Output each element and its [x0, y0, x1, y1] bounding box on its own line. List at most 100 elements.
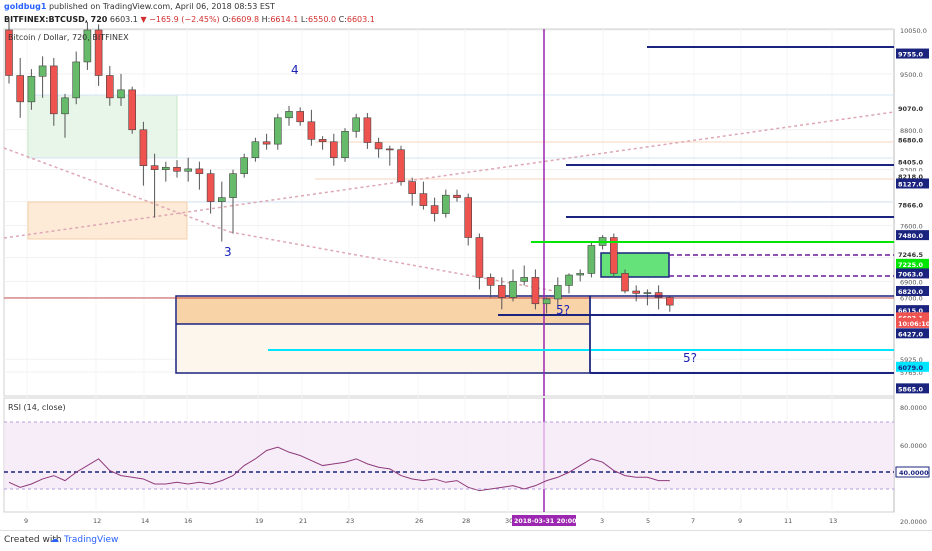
- price-tag-bg: [896, 230, 929, 241]
- wave-label-5q-b: 5?: [683, 351, 697, 365]
- price-tag-bg: [896, 178, 929, 189]
- created-with-label: Created with: [4, 535, 62, 545]
- candle-down: [475, 237, 484, 278]
- chart-canvas[interactable]: 4 3 5? 5? Bitcoin / Dollar, 720, BITFINE…: [0, 0, 932, 530]
- time-tick-label: 9: [738, 517, 742, 525]
- rsi-title: RSI (14, close): [8, 403, 66, 412]
- price-tag-bg: [896, 312, 929, 323]
- rsi-value-label: 40.0000: [899, 469, 929, 477]
- candle-down: [307, 121, 316, 140]
- wave-label-5q-a: 5?: [556, 303, 570, 317]
- candle-up: [565, 274, 573, 286]
- chart-title: Bitcoin / Dollar, 720, BITFINEX: [8, 33, 129, 42]
- candle-up: [251, 141, 260, 159]
- candle-down: [531, 277, 540, 305]
- candle-down: [486, 277, 495, 286]
- candle-down: [374, 142, 383, 150]
- candle-down: [49, 65, 58, 115]
- candle-up: [587, 245, 596, 274]
- price-tag-bg: [896, 383, 929, 394]
- close-label: C:: [338, 15, 347, 24]
- time-tick-label: 9: [24, 517, 28, 525]
- price-tag-level: 8127.0: [898, 180, 924, 188]
- accumulation-zone-green: [27, 94, 178, 159]
- price-tag-cyan: 6079.0: [898, 364, 924, 372]
- candle-down: [430, 205, 439, 214]
- candle-down: [408, 181, 417, 194]
- price-tick-label: 8800.0: [900, 127, 923, 135]
- time-tick-label: 11: [784, 517, 792, 525]
- candle-down: [453, 194, 461, 198]
- time-axis[interactable]: 9 12 14 16 19 21 23 26 28 30 3 5 7 9 11 13 2018-03-31 20…: [24, 515, 837, 526]
- publish-info: published on TradingView.com, April 06, …: [48, 2, 275, 11]
- trendline-falling: [3, 147, 231, 233]
- price-tag-bg: [896, 156, 929, 167]
- candle-down: [464, 197, 473, 238]
- open-label: O:: [222, 15, 232, 24]
- candle-down: [665, 297, 674, 306]
- rsi-layer: RSI (14, close): [4, 403, 894, 492]
- time-tick-label: 26: [415, 517, 423, 525]
- candle-down: [497, 285, 506, 298]
- time-tick-label: 19: [255, 517, 263, 525]
- candle-up: [341, 131, 349, 159]
- price-tag-bg: [896, 248, 929, 259]
- tradingview-brand[interactable]: TradingView: [64, 535, 119, 545]
- time-tick-label: 23: [346, 517, 354, 525]
- candle-down: [609, 237, 618, 274]
- candle-up: [229, 173, 237, 198]
- candle-down: [363, 117, 372, 143]
- candle-down: [632, 290, 641, 294]
- price-tag-plain: 7246.5: [898, 251, 924, 259]
- price-tick-label: 6900.0: [900, 278, 923, 286]
- candle-up: [61, 97, 69, 115]
- rsi-tick-label: 80.0000: [900, 404, 927, 412]
- price-tag-plain: 8405.0: [898, 158, 924, 166]
- candle-down: [106, 75, 114, 99]
- candle-down: [329, 141, 338, 159]
- tradingview-logo-icon[interactable]: ☁: [50, 535, 59, 545]
- wave-label-4: 4: [291, 63, 299, 77]
- author-link[interactable]: goldbug1: [4, 2, 47, 11]
- price-tick-label: 9500.0: [900, 71, 923, 79]
- publish-line: goldbug1 published on TradingView.com, A…: [4, 2, 275, 11]
- price-tag-level: 6615.0: [898, 307, 924, 315]
- price-tag-bg: [896, 268, 929, 279]
- candle-down: [195, 168, 204, 174]
- symbol-line: BITFINEX:BTCUSD, 720 6603.1 ▼ −165.9 (−2…: [4, 15, 375, 24]
- time-tick-label: 3: [600, 517, 604, 525]
- candle-up: [27, 75, 36, 103]
- rsi-value-tag-bg: [895, 466, 930, 478]
- price-tag-level: 7063.0: [898, 270, 924, 278]
- price-tag-bg: [896, 103, 929, 114]
- footer: Created with ☁ TradingView: [0, 530, 932, 551]
- candle-down: [16, 75, 25, 103]
- high-label: H:: [261, 15, 271, 24]
- price-tick-label: 10050.0: [900, 27, 927, 35]
- price-tick-label: 6700.0: [900, 294, 923, 302]
- price-tag-bg: [896, 317, 929, 328]
- time-tick-label: 21: [299, 517, 307, 525]
- candle-up: [352, 117, 361, 132]
- rsi-tick-label: 20.0000: [900, 518, 927, 526]
- candle-up: [218, 197, 226, 202]
- price-tag-timer: 10:06:10: [898, 320, 931, 328]
- open-value: 6609.8: [231, 15, 260, 24]
- price-tag-bg: [896, 48, 929, 59]
- price-tag-level: 7480.0: [898, 232, 924, 240]
- time-tick-label: 30: [505, 517, 513, 525]
- price-tag-level: 9755.0: [898, 51, 924, 59]
- time-tick-label: 28: [462, 517, 470, 525]
- price-tick-label: 7600.0: [900, 223, 923, 231]
- price-tick-label: 5765.0: [900, 369, 923, 377]
- price-tag-plain: 8680.0: [898, 136, 924, 144]
- time-tick-label: 5: [646, 517, 650, 525]
- candle-up: [520, 277, 529, 282]
- time-tick-label: 14: [141, 517, 149, 525]
- low-value: 6550.0: [308, 15, 337, 24]
- candle-down: [5, 29, 13, 76]
- wave-labels: 4 3 5? 5?: [224, 63, 697, 365]
- price-axis[interactable]: 10050.09500.08800.08300.07900.07600.0720…: [895, 27, 931, 526]
- candle-up: [117, 89, 125, 99]
- candle-down: [397, 149, 405, 182]
